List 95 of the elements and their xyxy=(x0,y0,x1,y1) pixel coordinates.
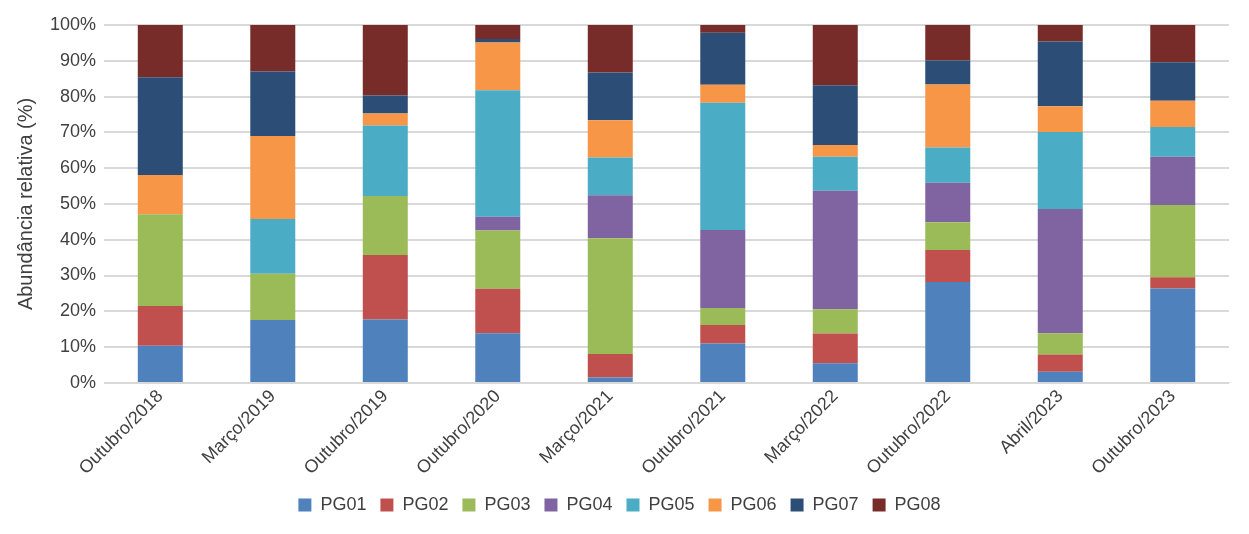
bar xyxy=(475,333,521,382)
y-tick-label: 80% xyxy=(60,85,97,106)
y-tick-label: 50% xyxy=(60,192,97,213)
legend-label: PG07 xyxy=(812,493,859,514)
bar xyxy=(362,113,408,126)
legend-label: PG05 xyxy=(648,493,695,514)
bar xyxy=(700,230,746,309)
bar xyxy=(362,25,408,96)
y-tick-label: 70% xyxy=(60,121,97,142)
bar xyxy=(812,85,858,145)
bar xyxy=(362,125,408,197)
bar xyxy=(925,222,971,251)
bar xyxy=(587,195,633,239)
y-tick-label: 90% xyxy=(60,49,97,70)
bar xyxy=(475,288,521,334)
legend-label: PG02 xyxy=(402,493,449,514)
legend-label: PG01 xyxy=(320,493,367,514)
bar xyxy=(587,238,633,354)
bar xyxy=(475,25,521,39)
bar xyxy=(700,324,746,344)
bar xyxy=(362,95,408,114)
bar xyxy=(137,77,183,175)
bar xyxy=(1037,106,1083,133)
bar xyxy=(812,333,858,364)
bar xyxy=(812,144,858,157)
bar xyxy=(812,25,858,86)
legend-label: PG04 xyxy=(566,493,613,514)
bar xyxy=(925,84,971,148)
bar xyxy=(137,174,183,215)
bar xyxy=(925,250,971,282)
bar xyxy=(250,273,296,320)
bar xyxy=(700,32,746,85)
y-tick-label: 10% xyxy=(60,336,97,357)
bar xyxy=(1037,354,1083,372)
bar xyxy=(1150,62,1196,101)
y-tick-label: 40% xyxy=(60,228,97,249)
bar xyxy=(137,214,183,306)
bar xyxy=(587,353,633,378)
bar xyxy=(700,308,746,325)
legend-label: PG06 xyxy=(730,493,777,514)
legend-label: PG03 xyxy=(484,493,531,514)
bar xyxy=(1037,25,1083,42)
bar xyxy=(362,319,408,382)
bar xyxy=(1037,333,1083,355)
bar xyxy=(475,230,521,289)
bar xyxy=(587,157,633,196)
bar xyxy=(812,190,858,310)
bar xyxy=(1150,156,1196,206)
bar xyxy=(1037,208,1083,334)
y-axis-title: Abundância relativa (%) xyxy=(13,97,36,311)
bar xyxy=(475,42,521,91)
y-tick-label: 60% xyxy=(60,157,97,178)
bar xyxy=(250,218,296,274)
bar xyxy=(925,147,971,183)
bar xyxy=(587,25,633,73)
bar xyxy=(1150,205,1196,278)
bar xyxy=(137,25,183,78)
bar xyxy=(137,305,183,346)
bar xyxy=(925,25,971,61)
y-tick-label: 20% xyxy=(60,300,97,321)
bar xyxy=(137,345,183,382)
y-tick-label: 0% xyxy=(70,371,97,392)
bar xyxy=(925,60,971,85)
y-tick-label: 100% xyxy=(49,13,97,34)
bar xyxy=(250,135,296,219)
bar xyxy=(250,25,296,72)
bar xyxy=(812,309,858,334)
bar xyxy=(362,196,408,256)
bar xyxy=(700,343,746,382)
bar xyxy=(475,90,521,217)
legend-label: PG08 xyxy=(894,493,941,514)
bar xyxy=(700,84,746,103)
bar xyxy=(1150,288,1196,382)
bar xyxy=(587,120,633,158)
y-tick-label: 30% xyxy=(60,264,97,285)
bar xyxy=(475,38,521,43)
bar xyxy=(1150,127,1196,157)
bar xyxy=(1037,132,1083,209)
bar xyxy=(362,255,408,320)
bar xyxy=(925,182,971,223)
bar xyxy=(587,72,633,121)
bar xyxy=(1037,371,1083,382)
bar xyxy=(1150,25,1196,63)
bar xyxy=(925,281,971,382)
bar xyxy=(1150,100,1196,127)
bar xyxy=(250,319,296,382)
bar xyxy=(812,156,858,191)
bar xyxy=(587,377,633,382)
bar xyxy=(700,102,746,231)
bar xyxy=(700,25,746,33)
bar xyxy=(1150,277,1196,289)
bar xyxy=(250,71,296,136)
bar xyxy=(812,363,858,382)
bar xyxy=(1037,41,1083,107)
bar xyxy=(475,216,521,231)
